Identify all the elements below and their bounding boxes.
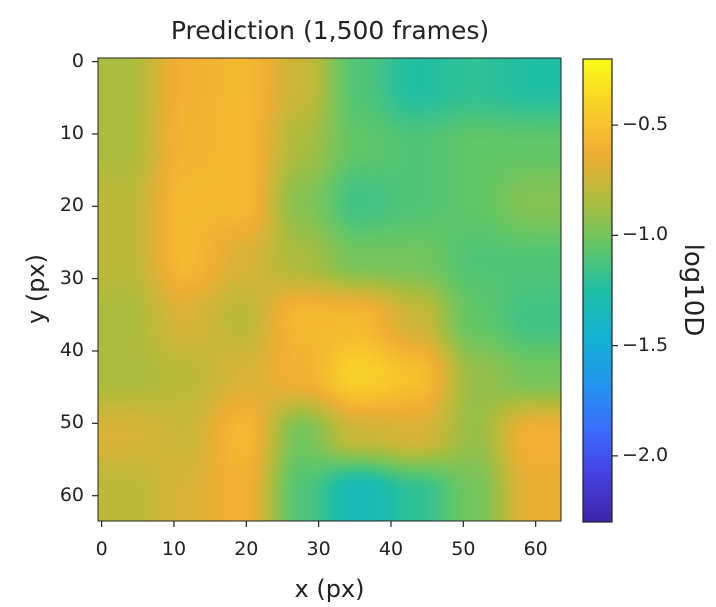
x-tick-label: 0 (95, 538, 108, 560)
y-tick-label: 60 (59, 483, 84, 506)
colorbar-tick-label: −1.5 (622, 333, 669, 356)
colorbar-tick-label: −0.5 (622, 113, 669, 136)
x-tick-label: 10 (161, 538, 187, 560)
colorbar-label: log10D (678, 243, 708, 337)
heatmap-image (98, 58, 561, 521)
x-tick-label: 50 (451, 538, 476, 560)
x-axis-label: x (px) (294, 575, 365, 603)
colorbar-tick-label: −1.0 (622, 223, 669, 246)
colorbar-tick-label: −2.0 (622, 443, 669, 466)
x-tick-label: 30 (306, 538, 331, 560)
x-tick-label: 20 (234, 538, 259, 560)
plot-border (97, 57, 562, 522)
x-tick-label: 60 (523, 538, 548, 560)
chart-title: Prediction (1,500 frames) (170, 16, 490, 45)
y-tick-label: 30 (59, 266, 84, 289)
y-tick-label: 10 (59, 121, 84, 144)
y-tick-label: 50 (59, 411, 84, 434)
y-tick-label: 40 (59, 338, 84, 361)
y-axis-label: y (px) (22, 254, 50, 324)
colorbar-gradient (583, 59, 612, 522)
x-tick-label: 40 (378, 538, 404, 560)
y-tick-label: 0 (71, 49, 84, 72)
y-tick-label: 20 (59, 194, 84, 217)
colorbar-border (582, 58, 613, 523)
